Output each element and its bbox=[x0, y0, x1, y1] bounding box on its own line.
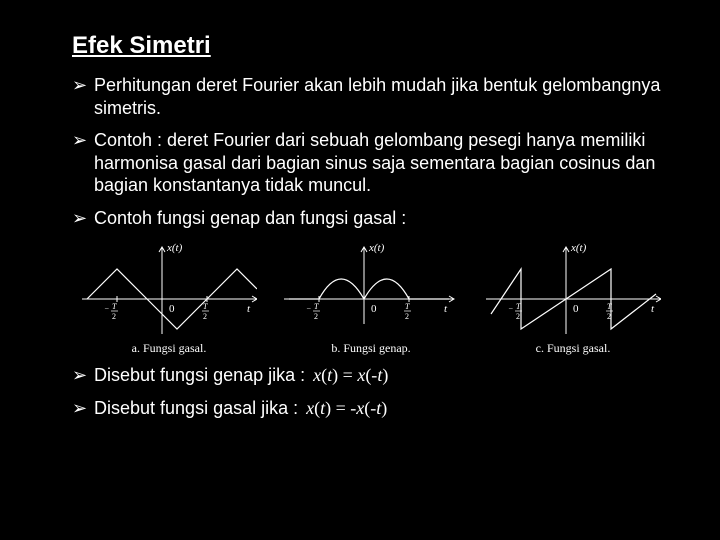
svg-text:2: 2 bbox=[516, 312, 520, 321]
graph-a: x(t) t 0 − T 2 T 2 a. Fungsi gasal. bbox=[72, 239, 266, 356]
bullet-3: Contoh fungsi genap dan fungsi gasal : bbox=[72, 207, 670, 230]
tick-neg-t2-b: − bbox=[306, 304, 311, 313]
caption-a: a. Fungsi gasal. bbox=[72, 341, 266, 356]
bullet-5: Disebut fungsi gasal jika : x(t) = -x(-t… bbox=[72, 397, 670, 420]
bullet-4: Disebut fungsi genap jika : x(t) = x(-t) bbox=[72, 364, 670, 387]
slide: Efek Simetri Perhitungan deret Fourier a… bbox=[0, 0, 720, 540]
svg-text:T: T bbox=[516, 302, 521, 311]
x-axis-label-b: t bbox=[444, 303, 448, 315]
curve-b bbox=[289, 279, 449, 299]
svg-text:2: 2 bbox=[314, 312, 318, 321]
bullet-5-eq: x(t) = -x(-t) bbox=[306, 398, 387, 418]
graph-c: x(t) t 0 − T 2 T 2 c. Fungsi gasal. bbox=[476, 239, 670, 356]
graph-a-svg: x(t) t 0 − T 2 T 2 bbox=[82, 239, 257, 334]
graph-b-svg: x(t) t 0 − T 2 T 2 bbox=[284, 239, 459, 334]
y-axis-label-b: x(t) bbox=[368, 242, 385, 254]
caption-b: b. Fungsi genap. bbox=[274, 341, 468, 356]
bullet-5-text: Disebut fungsi gasal jika : bbox=[94, 398, 303, 418]
svg-text:2: 2 bbox=[607, 312, 611, 321]
graph-c-svg: x(t) t 0 − T 2 T 2 bbox=[486, 239, 661, 334]
svg-text:2: 2 bbox=[405, 312, 409, 321]
origin-zero-b: 0 bbox=[371, 303, 377, 315]
tick-neg-t2-c: − bbox=[508, 304, 513, 313]
svg-text:T: T bbox=[112, 302, 117, 311]
origin-zero-c: 0 bbox=[573, 303, 579, 315]
tick-pos-t2-a: T bbox=[203, 302, 208, 311]
x-axis-label: t bbox=[247, 303, 251, 315]
tick-neg-t2-a: − bbox=[104, 304, 109, 313]
x-axis-label-c: t bbox=[651, 303, 655, 315]
tick-pos-t2-c: T bbox=[607, 302, 612, 311]
page-title: Efek Simetri bbox=[72, 32, 670, 60]
bullet-2: Contoh : deret Fourier dari sebuah gelom… bbox=[72, 129, 670, 197]
bullet-4-eq: x(t) = x(-t) bbox=[313, 365, 388, 385]
caption-c: c. Fungsi gasal. bbox=[476, 341, 670, 356]
y-axis-label-c: x(t) bbox=[570, 242, 587, 254]
graph-b: x(t) t 0 − T 2 T 2 b. Fungsi genap. bbox=[274, 239, 468, 356]
y-axis-label: x(t) bbox=[166, 242, 183, 254]
svg-text:2: 2 bbox=[112, 312, 116, 321]
bullet-list-2: Disebut fungsi genap jika : x(t) = x(-t)… bbox=[72, 364, 670, 419]
graph-row: x(t) t 0 − T 2 T 2 a. Fungsi gasal. bbox=[72, 239, 670, 356]
tick-pos-t2-b: T bbox=[405, 302, 410, 311]
svg-text:T: T bbox=[314, 302, 319, 311]
origin-zero: 0 bbox=[169, 303, 175, 315]
bullet-list: Perhitungan deret Fourier akan lebih mud… bbox=[72, 74, 670, 229]
svg-text:2: 2 bbox=[203, 312, 207, 321]
bullet-4-text: Disebut fungsi genap jika : bbox=[94, 365, 310, 385]
bullet-1: Perhitungan deret Fourier akan lebih mud… bbox=[72, 74, 670, 119]
